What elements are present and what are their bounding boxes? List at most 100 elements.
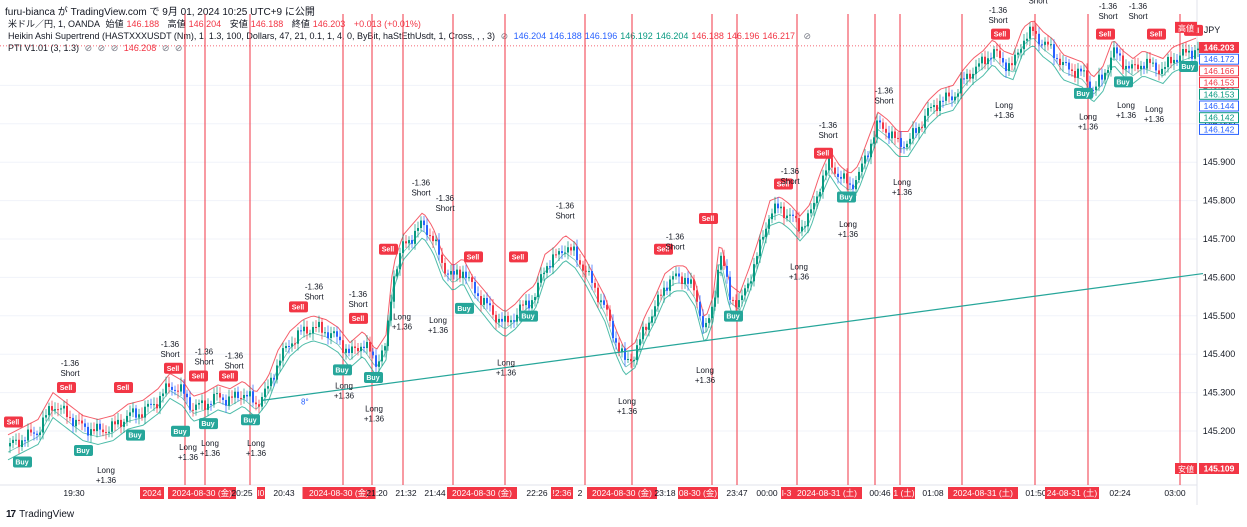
sell-label: Sell [777,181,790,188]
indicator1-name[interactable]: Heikin Ashi Supertrend (HASTXXXUSDT (Nm)… [8,31,496,41]
lower-band [7,45,1197,461]
candle-body [1188,50,1190,53]
candle-body [585,270,587,272]
candle-body [321,321,323,333]
candle-body [327,332,329,339]
candle-body [1158,70,1160,74]
time-axis[interactable]: 19:30 2024 2024-08-30 (金) 20:25 l0 20:43 2024-… [63,487,1186,499]
trendline[interactable]: 8° [262,272,1204,407]
visibility-off-icon[interactable]: ⊘ [110,43,119,53]
price-tag-value: 146.142 [1204,113,1235,123]
candle-body [132,408,134,413]
time-tick-label: l0 [258,488,265,498]
candle-body [285,345,287,349]
visibility-off-icon[interactable]: ⊘ [84,43,93,53]
candle-body [870,143,872,158]
candle-body [828,158,830,171]
candle-body [339,336,341,341]
candle-body [981,56,983,64]
candle-body [969,73,971,79]
candle-body [735,300,737,308]
candle-body [102,429,104,433]
candle-body [759,239,761,257]
candle-body [975,66,977,74]
candle-body [753,264,755,282]
candle-body [1050,44,1052,46]
candle-body [600,300,602,303]
candle-body [441,254,443,263]
candle-body [1149,58,1151,63]
candle-body [1059,58,1061,66]
candle-body [525,300,527,306]
candle-body [609,309,611,321]
ohlc-open: 始値 146.188 [105,19,160,29]
candle-body [939,100,941,112]
visibility-off-icon[interactable]: ⊘ [174,43,183,53]
candle-body [465,271,467,278]
buy-tag [1179,61,1198,72]
candle-body [501,318,503,322]
long-value: +1.36 [496,368,517,377]
candle-body [1185,48,1187,53]
indicator2-name[interactable]: PTI V1.01 (3, 1.3) [8,43,80,53]
candle-body [168,383,170,387]
candle-body [864,155,866,164]
candle-body [99,423,101,430]
sell-tag [379,243,398,255]
candle-body [432,235,434,242]
sell-label: Sell [222,373,235,380]
price-tick-label: 145.200 [1203,426,1236,436]
candle-body [1197,48,1199,51]
short-value: -1.36 [161,340,180,349]
long-value: +1.36 [392,322,413,331]
candle-body [651,316,653,323]
candle-body [165,383,167,394]
sell-label: Sell [994,32,1007,39]
candle-body [336,331,338,337]
candle-body [780,206,782,209]
candle-body [1005,62,1007,72]
candle-body [216,393,218,395]
candle-body [618,342,620,352]
symbol-name[interactable]: 米ドル／円, 1, OANDA [8,19,101,29]
candle-body [288,345,290,347]
candle-body [750,281,752,284]
sell-label: Sell [7,420,20,427]
candle-body [639,339,641,346]
candle-body [876,120,878,138]
price-axis[interactable]: JPY146.100146.000145.900145.800145.70014… [1175,21,1239,474]
visibility-off-icon[interactable]: ⊘ [161,43,170,53]
time-tick-label: 24-08-31 (土) [1047,488,1098,498]
low-price-value: 145.109 [1204,464,1235,474]
long-value: +1.36 [178,453,199,462]
long-label: Long [97,466,115,475]
candle-body [831,158,833,168]
candle-body [966,73,968,79]
candle-body [660,294,662,296]
candle-body [849,183,851,185]
candle-body [396,269,398,277]
candle-body [153,404,155,406]
visibility-off-icon[interactable]: ⊘ [500,31,509,41]
time-tick-label: !2:36 [553,488,572,498]
candle-body [663,287,665,296]
candle-body [804,226,806,228]
buy-tag [13,456,32,468]
candle-body [114,421,116,425]
candle-body [873,137,875,144]
candle-body [846,173,848,184]
candle-body [9,442,11,447]
candle-body [471,277,473,282]
candle-body [306,326,308,334]
short-label: Short [348,300,368,309]
visibility-off-icon[interactable]: ⊘ [97,43,106,53]
buy-label: Buy [15,460,28,467]
candle-body [252,391,254,403]
price-tag [1199,65,1239,77]
short-value: -1.36 [195,348,214,357]
visibility-off-icon[interactable]: ⊘ [803,31,812,41]
price-tag [1199,77,1239,89]
candle-body [426,225,428,236]
candle-body [918,126,920,133]
